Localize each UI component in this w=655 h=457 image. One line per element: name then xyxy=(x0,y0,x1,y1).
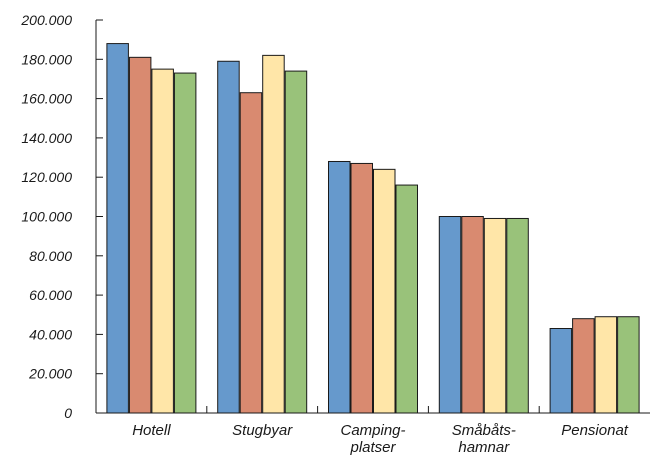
y-tick-label: 160.000 xyxy=(21,91,72,107)
bar-series-2-0 xyxy=(128,56,152,414)
x-category-label: Pensionat xyxy=(561,422,629,439)
bar-series-2-2 xyxy=(350,162,373,414)
bar-series-4-1 xyxy=(284,70,308,414)
bar-series-1-0 xyxy=(106,43,129,414)
y-axis: 0 20.000 40.000 60.000 80.000 100.000 120.000 1… xyxy=(20,12,103,421)
y-tick-label: 120.000 xyxy=(21,169,72,185)
y-tick-label: 140.000 xyxy=(21,130,72,146)
y-tick-label: 80.000 xyxy=(29,248,72,264)
bar-series-1-3 xyxy=(438,216,462,414)
y-tick-label: 180.000 xyxy=(21,51,72,67)
x-category-label: Hotell xyxy=(132,422,171,439)
bars xyxy=(106,43,640,414)
x-category-label: Stugbyar xyxy=(232,422,293,439)
y-tick-label: 60.000 xyxy=(29,287,72,303)
bar-series-2-3 xyxy=(461,216,484,414)
y-tick-label: 100.000 xyxy=(21,209,72,225)
bar-series-3-4 xyxy=(594,316,618,414)
bar-series-3-0 xyxy=(151,68,174,414)
bar-series-1-1 xyxy=(217,60,240,414)
bar-series-4-4 xyxy=(617,316,640,414)
y-tick-label: 20.000 xyxy=(28,366,72,382)
bar-series-4-2 xyxy=(395,184,418,414)
x-category-label: Småbåts-hamnar xyxy=(452,422,516,456)
bar-series-4-0 xyxy=(173,72,197,414)
x-category-label: Camping-platser xyxy=(340,422,405,456)
bar-series-1-2 xyxy=(328,160,351,414)
bar-series-3-1 xyxy=(262,54,285,414)
y-tick-label: 40.000 xyxy=(29,326,72,342)
bar-series-2-1 xyxy=(239,92,263,414)
bar-series-3-3 xyxy=(483,217,507,414)
bar-series-2-4 xyxy=(572,318,595,414)
bar-series-3-2 xyxy=(373,168,396,414)
y-tick-label: 200.000 xyxy=(20,12,72,28)
bar-series-4-3 xyxy=(506,217,529,414)
y-tick-label: 0 xyxy=(64,405,72,421)
bar-series-1-4 xyxy=(549,328,573,414)
